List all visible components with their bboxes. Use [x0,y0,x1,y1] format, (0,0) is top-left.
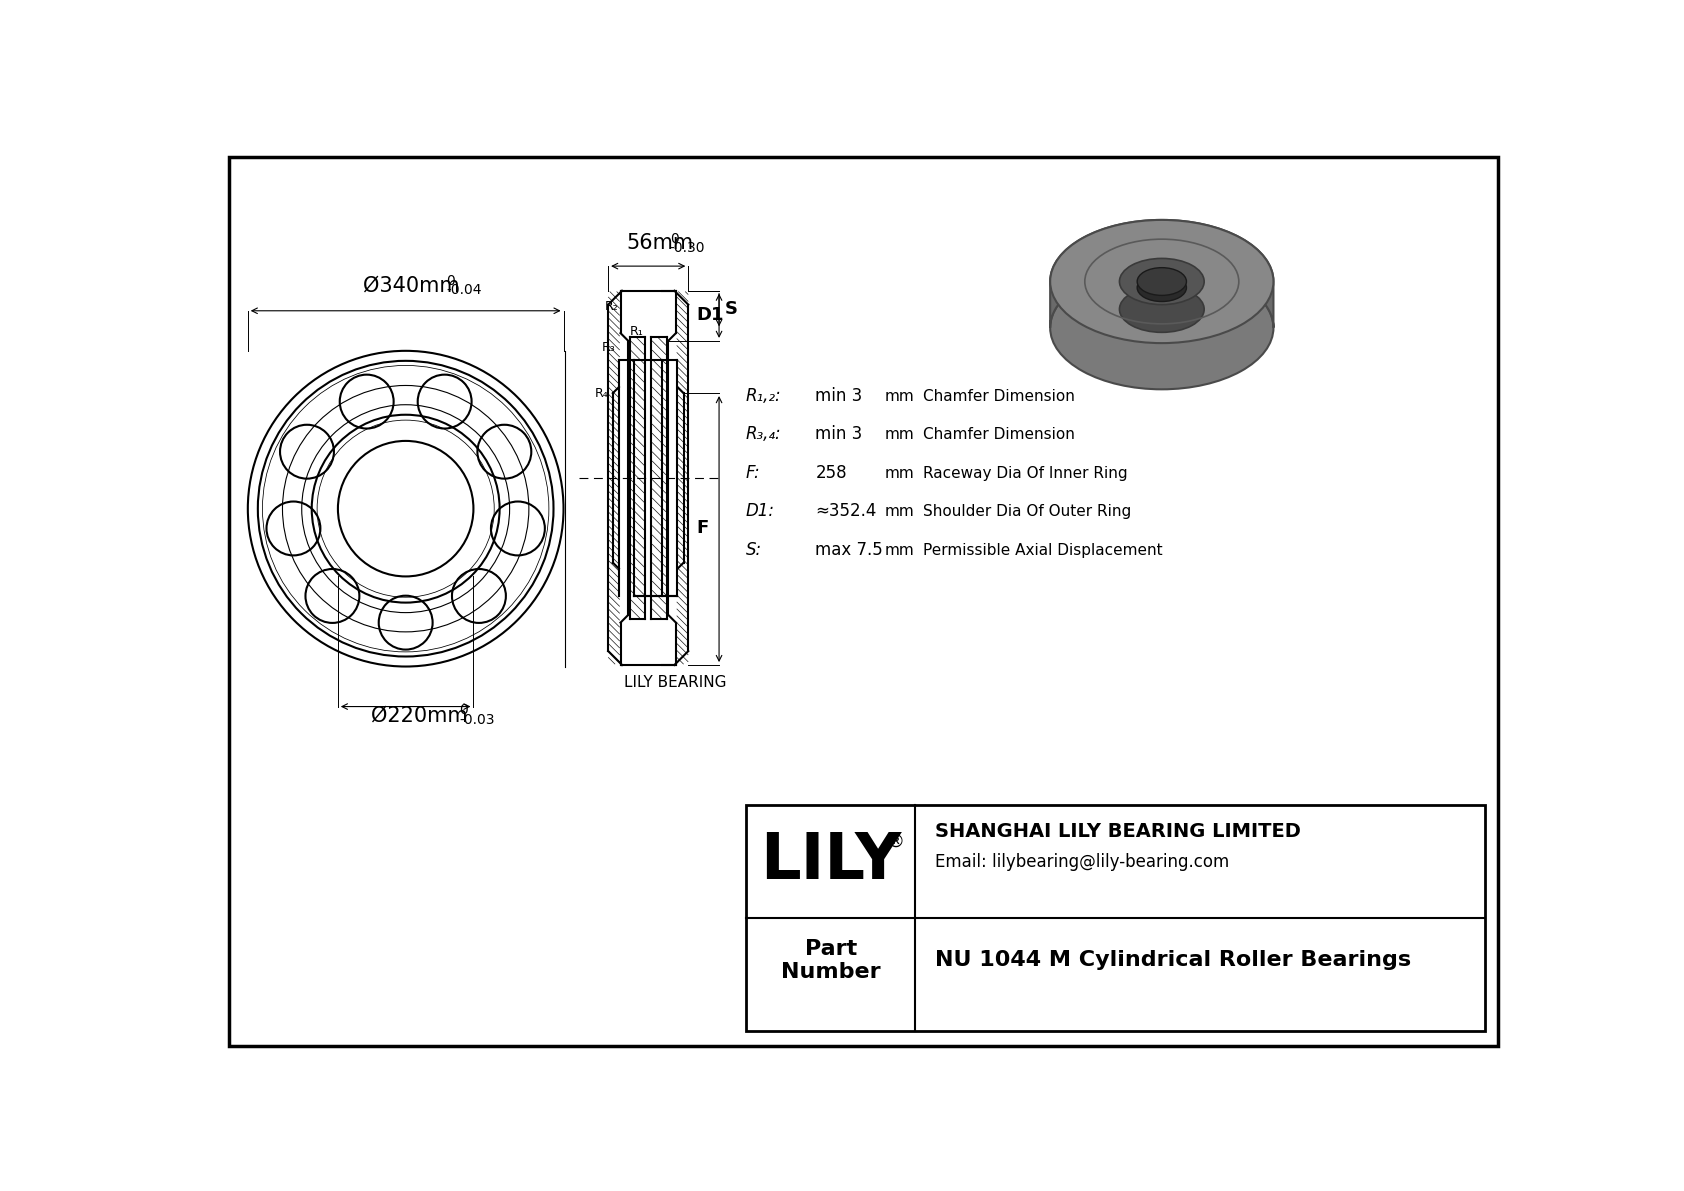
Text: 56mm: 56mm [626,233,694,254]
Text: min 3: min 3 [815,387,862,405]
Text: -0.04: -0.04 [446,283,482,297]
Ellipse shape [1051,266,1273,389]
Text: 0: 0 [460,703,468,717]
Text: D1: D1 [695,306,724,324]
Text: R₁,₂:: R₁,₂: [746,387,781,405]
Text: 0: 0 [446,274,455,288]
Text: 0: 0 [670,232,679,247]
Text: Chamfer Dimension: Chamfer Dimension [923,428,1074,442]
Text: min 3: min 3 [815,425,862,443]
Text: D1:: D1: [746,503,775,520]
Text: Ø340mm: Ø340mm [364,275,460,295]
Ellipse shape [1137,274,1187,301]
Text: max 7.5: max 7.5 [815,541,882,559]
Text: R₃: R₃ [601,341,615,354]
Text: S: S [726,300,738,318]
Text: ≈352.4: ≈352.4 [815,503,877,520]
Text: Ø220mm: Ø220mm [370,706,468,727]
Text: mm: mm [884,504,914,519]
Text: -0.30: -0.30 [670,242,706,255]
Ellipse shape [1051,220,1273,343]
Text: mm: mm [884,428,914,442]
Text: Shoulder Dia Of Outer Ring: Shoulder Dia Of Outer Ring [923,504,1132,519]
Text: SHANGHAI LILY BEARING LIMITED: SHANGHAI LILY BEARING LIMITED [935,823,1300,842]
Text: LILY BEARING: LILY BEARING [623,674,726,690]
Text: S:: S: [746,541,763,559]
Text: F:: F: [746,463,761,482]
Text: R₁: R₁ [630,325,643,338]
Polygon shape [1051,220,1273,328]
Ellipse shape [1120,286,1204,332]
Text: LILY: LILY [759,830,901,892]
Text: Email: lilybearing@lily-bearing.com: Email: lilybearing@lily-bearing.com [935,853,1229,871]
Text: -0.03: -0.03 [460,712,495,727]
Bar [746,805,1485,1030]
Text: Raceway Dia Of Inner Ring: Raceway Dia Of Inner Ring [923,466,1128,481]
Text: mm: mm [884,466,914,481]
Ellipse shape [1120,258,1204,305]
Text: Part
Number: Part Number [781,939,881,981]
Text: R₂: R₂ [605,300,620,313]
Text: 258: 258 [815,463,847,482]
Text: mm: mm [884,543,914,557]
Ellipse shape [1137,268,1187,295]
Text: Chamfer Dimension: Chamfer Dimension [923,389,1074,404]
Text: mm: mm [884,389,914,404]
Text: F: F [695,519,709,537]
Text: NU 1044 M Cylindrical Roller Bearings: NU 1044 M Cylindrical Roller Bearings [935,950,1411,971]
Text: ®: ® [886,833,904,850]
Text: Permissible Axial Displacement: Permissible Axial Displacement [923,543,1162,557]
Text: R₄: R₄ [594,387,610,400]
Text: R₃,₄:: R₃,₄: [746,425,781,443]
